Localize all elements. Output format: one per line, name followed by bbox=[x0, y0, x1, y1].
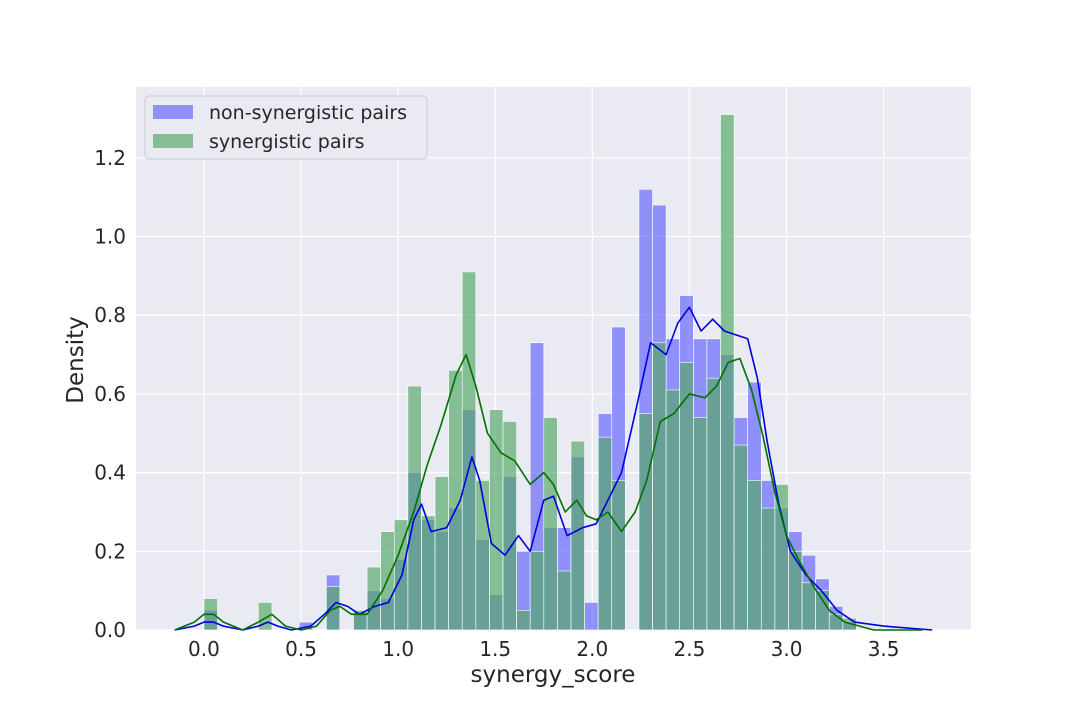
y-tick-label: 0.4 bbox=[94, 461, 126, 485]
histogram-bar bbox=[801, 582, 816, 631]
histogram-bar bbox=[760, 507, 776, 631]
y-tick-label: 0.0 bbox=[94, 618, 126, 642]
legend-frame bbox=[144, 95, 428, 160]
histogram-bar bbox=[611, 480, 626, 631]
histogram-bar bbox=[421, 515, 436, 631]
y-tick-label: 1.0 bbox=[94, 225, 126, 249]
histogram-bar bbox=[720, 114, 735, 631]
histogram-bar bbox=[516, 610, 531, 631]
x-tick-label: 0.5 bbox=[285, 637, 317, 661]
histogram-bar bbox=[774, 484, 789, 631]
histogram-bar bbox=[638, 413, 653, 631]
histogram-bar bbox=[393, 519, 409, 631]
histogram-bar bbox=[475, 480, 490, 631]
histogram-bar bbox=[693, 417, 708, 631]
histogram-bar bbox=[706, 377, 721, 631]
legend: non-synergistic pairs synergistic pairs bbox=[144, 95, 428, 160]
histogram-bar bbox=[828, 613, 844, 631]
histogram-bar bbox=[366, 566, 381, 631]
histogram-bar bbox=[298, 621, 314, 631]
legend-swatch-synergistic bbox=[153, 134, 193, 148]
y-tick-label: 0.8 bbox=[94, 303, 126, 327]
y-tick-label: 0.6 bbox=[94, 382, 126, 406]
histogram-bar bbox=[489, 409, 504, 631]
histogram-bar bbox=[529, 551, 545, 631]
kde-curves bbox=[174, 306, 933, 631]
histogram-bar bbox=[747, 480, 762, 631]
histogram-bar bbox=[557, 570, 572, 631]
histogram-bars bbox=[203, 114, 857, 631]
legend-label-synergistic: synergistic pairs bbox=[209, 131, 365, 153]
histogram-bar bbox=[461, 271, 477, 631]
x-tick-label: 2.5 bbox=[674, 637, 706, 661]
kde-line-1 bbox=[174, 353, 923, 631]
x-tick-label: 0.0 bbox=[188, 637, 220, 661]
histogram-bar bbox=[733, 444, 748, 631]
bar-series-1 bbox=[203, 114, 857, 631]
histogram-bar bbox=[597, 436, 613, 631]
histogram-bar bbox=[584, 602, 599, 631]
y-axis-label: Density bbox=[63, 316, 89, 403]
x-tick-label: 1.5 bbox=[479, 637, 511, 661]
x-tick-label: 1.0 bbox=[382, 637, 414, 661]
x-axis-label: synergy_score bbox=[471, 662, 636, 688]
y-tick-label: 0.2 bbox=[94, 539, 126, 563]
y-tick-label: 1.2 bbox=[94, 146, 126, 170]
x-tick-label: 3.5 bbox=[868, 637, 900, 661]
histogram-bar bbox=[543, 417, 558, 631]
histogram-bar bbox=[652, 342, 667, 631]
kde-line-0 bbox=[174, 306, 933, 631]
histogram-bar bbox=[570, 440, 585, 631]
histogram-bar bbox=[665, 389, 681, 631]
tick-labels: 0.0 0.5 1.0 1.5 2.0 2.5 3.0 3.5 0.0 0.2 0.4 0.6 0.8 1… bbox=[94, 146, 899, 661]
histogram-bar bbox=[434, 476, 449, 631]
histogram-bar bbox=[815, 590, 830, 631]
histogram-bar bbox=[502, 421, 517, 631]
x-tick-label: 2.0 bbox=[576, 637, 608, 661]
x-tick-label: 3.0 bbox=[771, 637, 803, 661]
legend-swatch-non-synergistic bbox=[153, 105, 193, 119]
legend-label-non-synergistic: non-synergistic pairs bbox=[209, 102, 407, 124]
